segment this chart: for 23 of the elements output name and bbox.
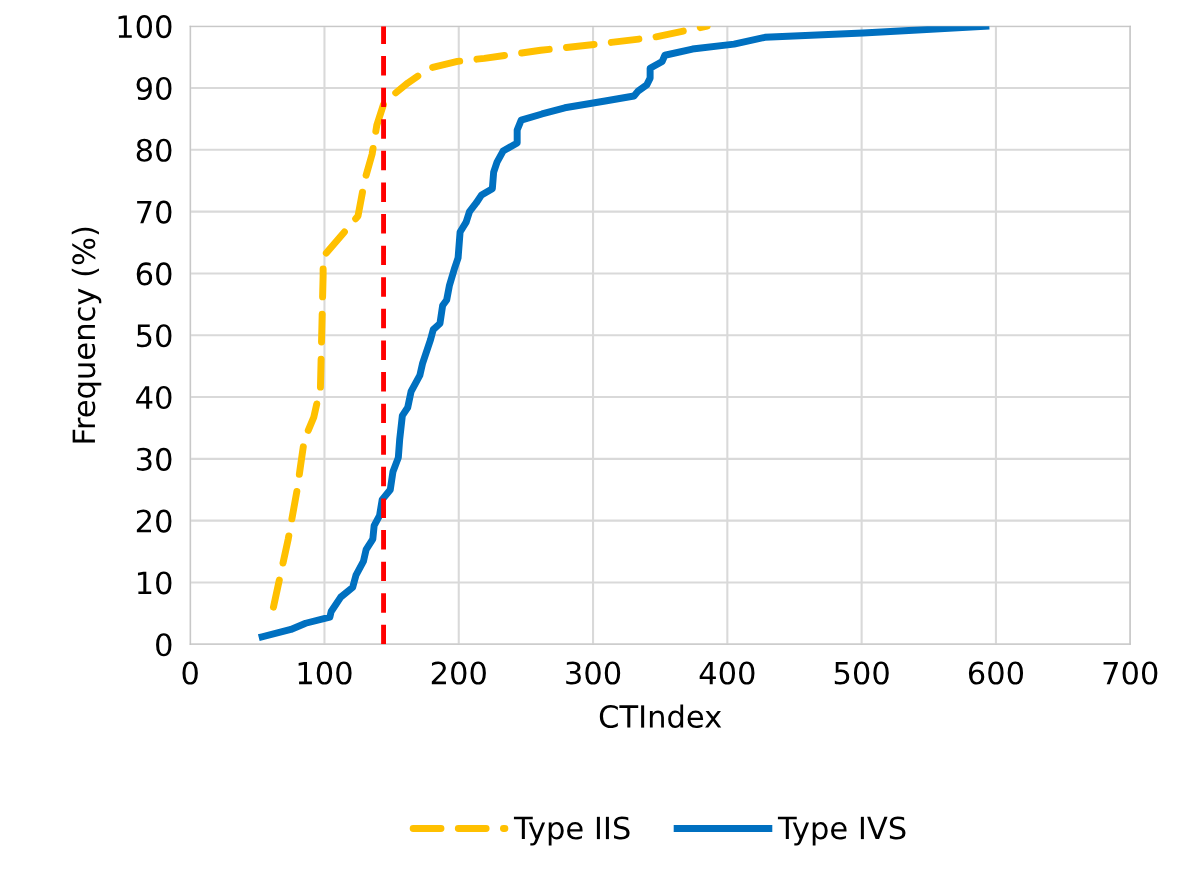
x-tick-label: 400: [699, 661, 755, 685]
y-tick-label: 70: [137, 200, 172, 224]
y-tick-label: 100: [118, 15, 172, 39]
x-tick-label: 700: [1103, 661, 1158, 685]
y-tick-label: 50: [136, 324, 172, 348]
y-tick-label: 90: [136, 76, 172, 101]
x-tick-label: 500: [834, 661, 889, 685]
legend-label: Type IIS: [513, 816, 630, 846]
y-tick-label: 30: [136, 447, 172, 471]
y-axis-title: Frequency (%): [71, 227, 102, 443]
x-tick-label: 200: [431, 661, 486, 685]
y-tick-label: 40: [136, 385, 172, 410]
y-tick-label: 0: [156, 633, 172, 657]
y-tick-label: 10: [137, 571, 172, 595]
x-tick-label: 100: [298, 661, 352, 685]
y-tick-label: 80: [136, 138, 172, 162]
x-tick-label: 600: [968, 661, 1024, 685]
legend-label: Type IVS: [777, 816, 906, 846]
x-tick-label: 0: [182, 661, 198, 685]
y-tick-label: 20: [136, 509, 172, 533]
x-axis-title: CTIndex: [599, 704, 722, 729]
x-tick-label: 300: [566, 661, 621, 685]
y-tick-label: 60: [136, 262, 172, 286]
